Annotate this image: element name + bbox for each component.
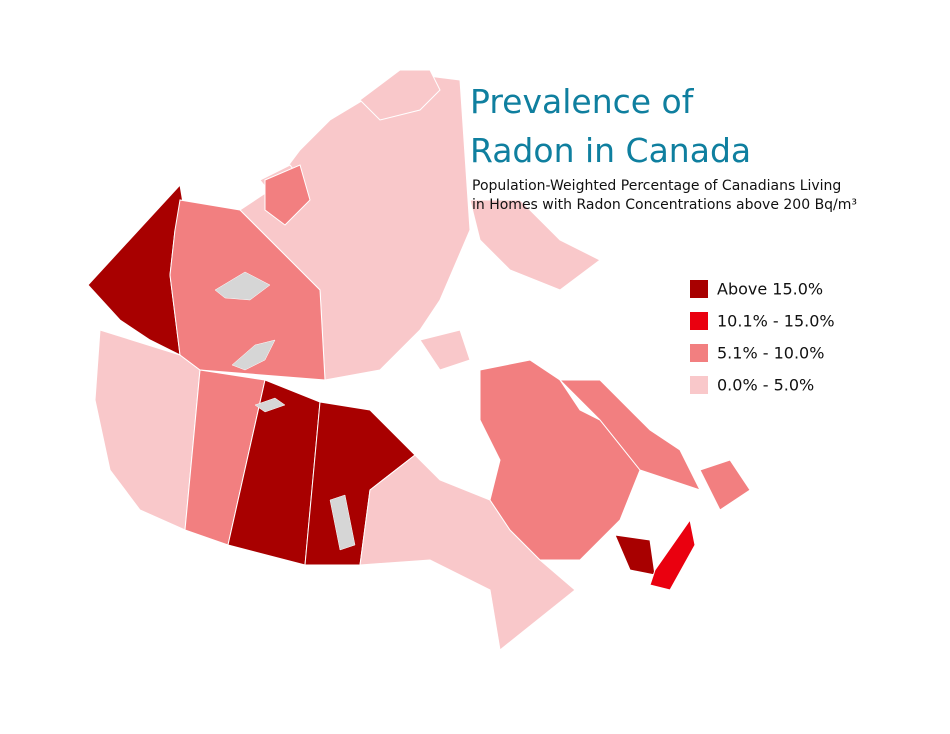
region bbox=[359, 69, 441, 121]
legend: Above 15.0% 10.1% - 15.0% 5.1% - 10.0% 0.0%… bbox=[690, 280, 835, 395]
title-line: Radon in Canada bbox=[470, 131, 751, 170]
legend-swatch bbox=[690, 280, 708, 298]
legend-label: Above 15.0% bbox=[717, 280, 823, 299]
region bbox=[419, 329, 471, 371]
lake bbox=[214, 271, 271, 301]
legend-swatch bbox=[690, 376, 708, 394]
legend-label: 0.0% - 5.0% bbox=[717, 376, 814, 395]
subtitle-line: in Homes with Radon Concentrations above… bbox=[472, 197, 857, 213]
subtitle-line: Population-Weighted Percentage of Canadi… bbox=[472, 178, 841, 194]
region bbox=[558, 379, 701, 491]
legend-swatch bbox=[690, 344, 708, 362]
region bbox=[649, 518, 696, 591]
lake bbox=[329, 494, 356, 551]
region bbox=[264, 164, 311, 226]
region bbox=[479, 359, 641, 561]
legend-swatch bbox=[690, 312, 708, 330]
title-line: Prevalence of bbox=[470, 82, 695, 121]
region bbox=[469, 199, 601, 291]
region bbox=[699, 459, 751, 511]
legend-label: 10.1% - 15.0% bbox=[717, 312, 835, 331]
region bbox=[614, 534, 656, 576]
legend-label: 5.1% - 10.0% bbox=[717, 344, 824, 363]
lake bbox=[231, 339, 276, 371]
canada-map bbox=[87, 69, 751, 651]
region bbox=[94, 329, 201, 531]
region bbox=[359, 454, 576, 651]
lake bbox=[254, 397, 286, 413]
